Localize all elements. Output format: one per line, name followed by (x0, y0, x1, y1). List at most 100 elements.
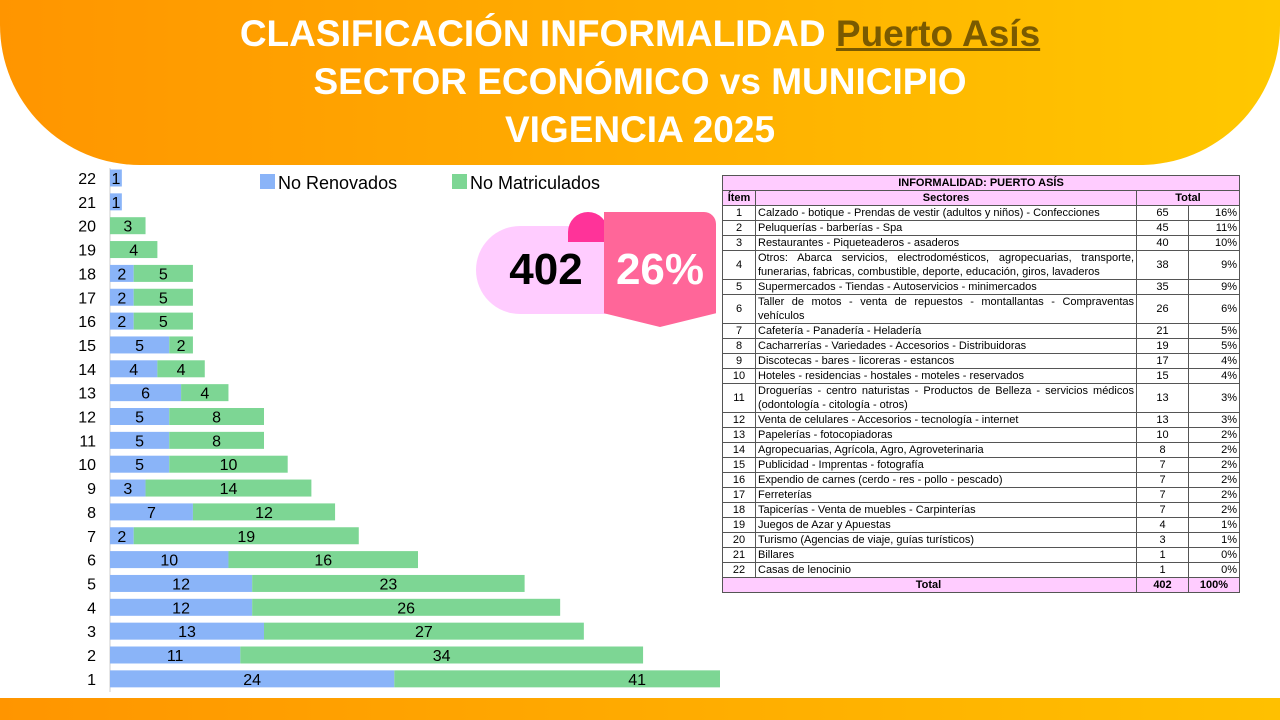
count-cell: 35 (1136, 279, 1189, 295)
y-tick-label: 4 (87, 600, 96, 617)
legend-label-no-matriculados: No Matriculados (470, 173, 600, 193)
data-label: 3 (123, 219, 132, 236)
count-cell: 1 (1136, 562, 1189, 578)
data-label: 4 (200, 386, 209, 403)
data-label: 2 (177, 338, 186, 355)
y-tick-label: 17 (78, 290, 96, 307)
percent-cell: 11% (1188, 220, 1240, 236)
bar-no-matriculados (181, 384, 229, 402)
percent-cell: 16% (1188, 205, 1240, 221)
data-label: 1 (111, 171, 120, 188)
percent-cell: 2% (1188, 442, 1240, 458)
sector-cell: Cafetería - Panadería - Heladería (755, 323, 1137, 339)
bar-no-matriculados (264, 622, 584, 640)
bar-no-matriculados (169, 336, 193, 354)
count-cell: 7 (1136, 457, 1189, 473)
data-label: 1 (111, 195, 120, 212)
item-cell: 22 (722, 562, 756, 578)
y-tick-label: 9 (87, 481, 96, 498)
data-label: 12 (172, 576, 190, 593)
y-tick-label: 21 (78, 195, 96, 212)
percent-cell: 2% (1188, 457, 1240, 473)
table-row: 22 Casas de lenocinio 1 0% (722, 562, 1240, 578)
y-tick-label: 3 (87, 624, 96, 641)
y-tick-label: 12 (78, 410, 96, 427)
percent-cell: 1% (1188, 517, 1240, 533)
percent-cell: 4% (1188, 353, 1240, 369)
y-tick-label: 8 (87, 505, 96, 522)
sector-cell: Supermercados - Tiendas - Autoservicios … (755, 279, 1137, 295)
table-row: 19 Juegos de Azar y Apuestas 4 1% (722, 517, 1240, 533)
data-label: 2 (117, 290, 126, 307)
count-cell: 7 (1136, 487, 1189, 503)
bar-no-matriculados (145, 479, 312, 497)
sector-cell: Cacharrerías - Variedades - Accesorios -… (755, 338, 1137, 354)
header-banner (0, 0, 1280, 165)
table-row: 13 Papelerías - fotocopiadoras 10 2% (722, 427, 1240, 443)
percent-cell: 0% (1188, 562, 1240, 578)
bar-no-renovados (110, 527, 134, 545)
data-label: 13 (178, 624, 196, 641)
table-row: 2 Peluquerías - barberías - Spa 45 11% (722, 220, 1240, 236)
item-cell: 10 (722, 368, 756, 384)
sector-cell: Otros: Abarca servicios, electrodoméstic… (755, 250, 1137, 280)
data-label: 5 (135, 338, 144, 355)
item-cell: 11 (722, 383, 756, 413)
percent-cell: 2% (1188, 487, 1240, 503)
footer-bar (0, 698, 1280, 720)
data-label: 10 (160, 553, 178, 570)
title-line-1: CLASIFICACIÓN INFORMALIDAD (239, 13, 836, 54)
sector-cell: Hoteles - residencias - hostales - motel… (755, 368, 1137, 384)
table-row: 17 Ferreterías 7 2% (722, 487, 1240, 503)
data-label: 23 (379, 576, 397, 593)
table-row: 6 Taller de motos - venta de repuestos - … (722, 294, 1240, 324)
table-row: 10 Hoteles - residencias - hostales - mot… (722, 368, 1240, 384)
page-title: CLASIFICACIÓN INFORMALIDAD Puerto Asís S… (0, 10, 1280, 154)
count-cell: 7 (1136, 472, 1189, 488)
data-label: 11 (167, 648, 184, 665)
count-cell: 40 (1136, 235, 1189, 251)
y-tick-label: 15 (78, 338, 96, 355)
sector-cell: Taller de motos - venta de repuestos - m… (755, 294, 1137, 324)
data-label: 2 (117, 529, 126, 546)
data-label: 2 (117, 314, 126, 331)
bar-no-renovados (110, 598, 253, 616)
count-cell: 1 (1136, 547, 1189, 563)
bar-no-matriculados (133, 527, 359, 545)
count-cell: 15 (1136, 368, 1189, 384)
percent-cell: 10% (1188, 235, 1240, 251)
bar-no-renovados (110, 503, 193, 521)
total-count: 402 (509, 245, 583, 294)
item-cell: 15 (722, 457, 756, 473)
data-label: 5 (159, 290, 168, 307)
count-cell: 21 (1136, 323, 1189, 339)
bar-no-renovados (110, 431, 170, 449)
data-label: 8 (212, 433, 221, 450)
percent-cell: 6% (1188, 294, 1240, 324)
sector-cell: Tapicerías - Venta de muebles - Carpinte… (755, 502, 1137, 518)
data-label: 6 (141, 386, 150, 403)
legend-label-no-renovados: No Renovados (278, 173, 397, 193)
table-row: 12 Venta de celulares - Accesorios - tecn… (722, 412, 1240, 428)
percent-cell: 3% (1188, 412, 1240, 428)
y-tick-label: 22 (78, 171, 96, 188)
y-tick-label: 5 (87, 576, 96, 593)
bar-no-renovados (110, 336, 170, 354)
count-cell: 10 (1136, 427, 1189, 443)
sector-cell: Expendio de carnes (cerdo - res - pollo … (755, 472, 1137, 488)
data-label: 27 (415, 624, 433, 641)
data-label: 34 (433, 648, 451, 665)
percent-cell: 2% (1188, 502, 1240, 518)
item-cell: 8 (722, 338, 756, 354)
table-row: 5 Supermercados - Tiendas - Autoservicios… (722, 279, 1240, 295)
bar-no-matriculados (169, 431, 264, 449)
stacked-bar-chart: 1 24 412 11 343 13 274 12 265 12 236 10 167 2 198 7 129 3… (78, 168, 720, 692)
table-row: 14 Agropecuarias, Agrícola, Agro, Agrovet… (722, 442, 1240, 458)
percent-cell: 4% (1188, 368, 1240, 384)
table-row: 3 Restaurantes - Piqueteaderos - asaderos… (722, 235, 1240, 251)
bar-no-renovados (110, 408, 170, 425)
bar-no-matriculados (133, 312, 193, 330)
informality-table: INFORMALIDAD: PUERTO ASÍS Ítem Sectores To… (722, 175, 1240, 593)
sector-cell: Discotecas - bares - licoreras - estanco… (755, 353, 1137, 369)
item-cell: 21 (722, 547, 756, 563)
